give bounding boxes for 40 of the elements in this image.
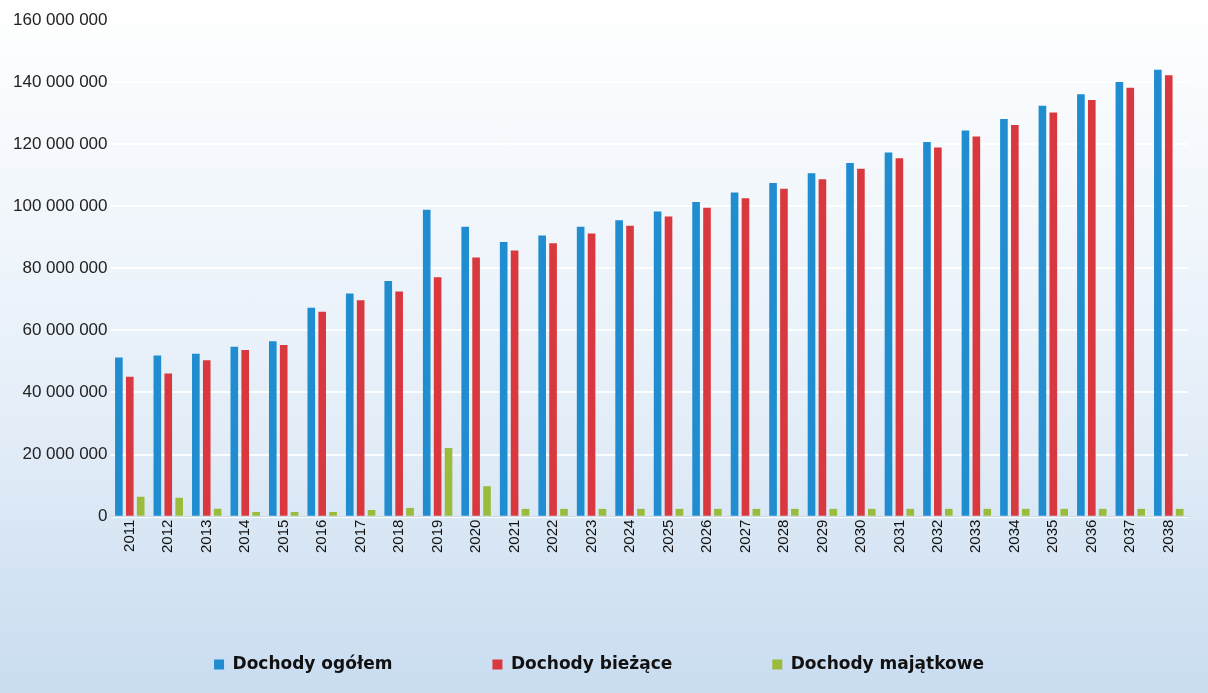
y-tick-label: 60 000 000	[22, 320, 108, 340]
x-tick-label: 2017	[350, 519, 368, 554]
x-tick-label: 2013	[196, 519, 214, 554]
x-tick-label: 2035	[1043, 519, 1061, 554]
x-tick-label: 2023	[581, 519, 599, 554]
y-tick-label: 80 000 000	[22, 258, 108, 277]
x-tick-label: 2028	[774, 519, 792, 554]
x-tick-label: 2038	[1158, 519, 1176, 554]
x-tick-label: 2029	[812, 519, 830, 554]
y-tick-label: 120 000 000	[12, 133, 108, 153]
legend-label: Dochody ogółem	[232, 652, 393, 673]
y-tick-label: 40 000 000	[22, 382, 108, 402]
x-tick-label: 2018	[389, 519, 407, 554]
y-tick-label: 140 000 000	[12, 71, 108, 91]
x-tick-label: 2015	[273, 519, 291, 554]
legend-label: Dochody majątkowe	[790, 652, 984, 673]
x-tick-label: 2024	[620, 519, 638, 554]
x-tick-label: 2034	[1004, 519, 1022, 554]
x-tick-label: 2016	[312, 519, 330, 554]
x-tick-label: 2037	[1120, 519, 1138, 554]
x-tick-label: 2020	[466, 519, 484, 554]
y-tick-label: 20 000 000	[22, 444, 108, 464]
x-tick-label: 2022	[543, 519, 561, 554]
x-tick-label: 2026	[697, 519, 715, 554]
x-tick-label: 2021	[504, 519, 522, 554]
x-tick-label: 2033	[966, 519, 984, 554]
x-tick-label: 2027	[735, 519, 753, 554]
x-tick-label: 2014	[235, 519, 253, 554]
x-tick-label: 2011	[119, 519, 137, 552]
y-tick-label: 160 000 000	[12, 9, 108, 29]
x-tick-label: 2019	[427, 519, 445, 554]
x-tick-label: 2025	[658, 519, 676, 554]
x-tick-label: 2032	[928, 519, 946, 554]
x-tick-label: 2031	[889, 519, 907, 554]
x-tick-label: 2030	[851, 519, 869, 554]
y-tick-label: 0	[98, 506, 108, 526]
y-tick-label: 100 000 000	[12, 195, 108, 215]
x-tick-label: 2036	[1081, 519, 1099, 554]
x-tick-label: 2012	[158, 519, 176, 554]
legend-label: Dochody bieżące	[510, 652, 673, 673]
